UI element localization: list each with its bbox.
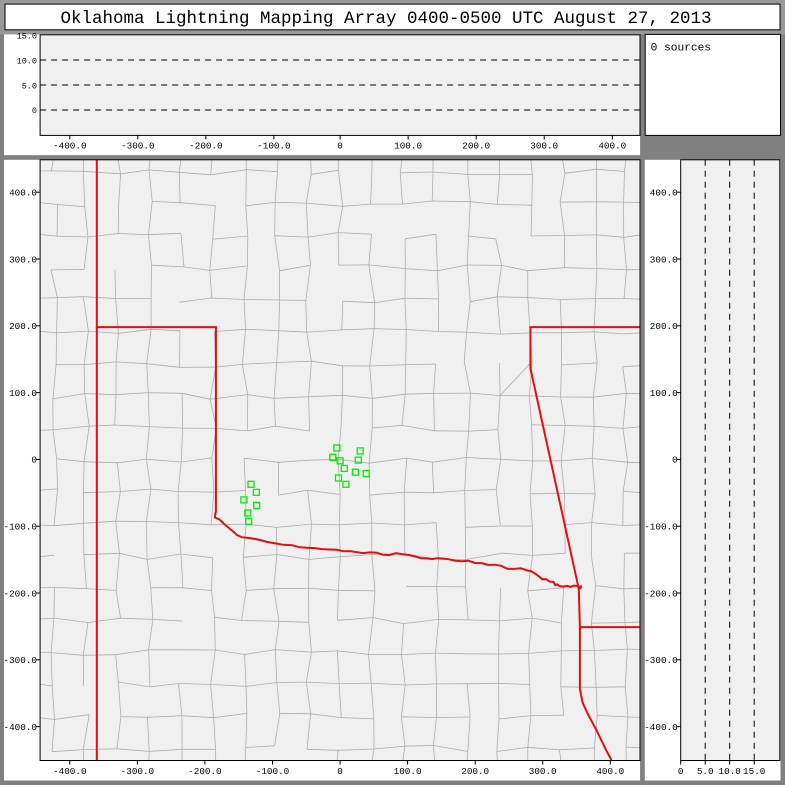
svg-text:10.0: 10.0 [17,57,37,67]
svg-text:400.0: 400.0 [650,188,678,199]
svg-text:-200.0: -200.0 [644,588,677,599]
svg-text:300.0: 300.0 [530,141,558,152]
svg-text:5.0: 5.0 [697,766,714,777]
svg-text:400.0: 400.0 [596,766,624,777]
svg-text:300.0: 300.0 [650,254,678,265]
svg-text:-200.0: -200.0 [189,141,222,152]
svg-text:300.0: 300.0 [9,254,37,265]
svg-text:15.0: 15.0 [17,32,37,42]
svg-text:5.0: 5.0 [22,82,37,92]
svg-text:-400.0: -400.0 [644,722,677,733]
svg-text:300.0: 300.0 [529,766,557,777]
svg-text:-300.0: -300.0 [121,141,154,152]
svg-text:15.0: 15.0 [743,766,765,777]
svg-text:0 sources: 0 sources [651,43,711,55]
svg-text:200.0: 200.0 [462,141,490,152]
svg-text:100.0: 100.0 [9,388,37,399]
svg-text:200.0: 200.0 [461,766,489,777]
svg-text:200.0: 200.0 [9,321,37,332]
svg-text:400.0: 400.0 [598,141,626,152]
svg-text:100.0: 100.0 [650,388,678,399]
svg-text:100.0: 100.0 [394,766,422,777]
svg-text:0: 0 [32,106,37,116]
svg-text:200.0: 200.0 [650,321,678,332]
svg-text:-100.0: -100.0 [256,766,289,777]
svg-text:-400.0: -400.0 [4,722,37,733]
svg-text:-100.0: -100.0 [4,522,37,533]
svg-text:400.0: 400.0 [9,188,37,199]
svg-text:10.0: 10.0 [719,766,741,777]
svg-text:Oklahoma Lightning Mapping Arr: Oklahoma Lightning Mapping Array 0400-05… [60,9,711,29]
svg-text:-200.0: -200.0 [4,588,37,599]
svg-text:-100.0: -100.0 [257,141,290,152]
svg-text:-100.0: -100.0 [644,522,677,533]
svg-text:0: 0 [678,766,684,777]
svg-text:-300.0: -300.0 [644,655,677,666]
svg-text:-300.0: -300.0 [4,655,37,666]
svg-text:0: 0 [31,455,37,466]
svg-text:0: 0 [337,141,343,152]
svg-text:-400.0: -400.0 [53,141,86,152]
svg-text:-200.0: -200.0 [188,766,221,777]
svg-text:0: 0 [337,766,343,777]
svg-text:0: 0 [672,455,678,466]
svg-text:-300.0: -300.0 [121,766,154,777]
svg-text:-400.0: -400.0 [53,766,86,777]
svg-text:100.0: 100.0 [394,141,422,152]
